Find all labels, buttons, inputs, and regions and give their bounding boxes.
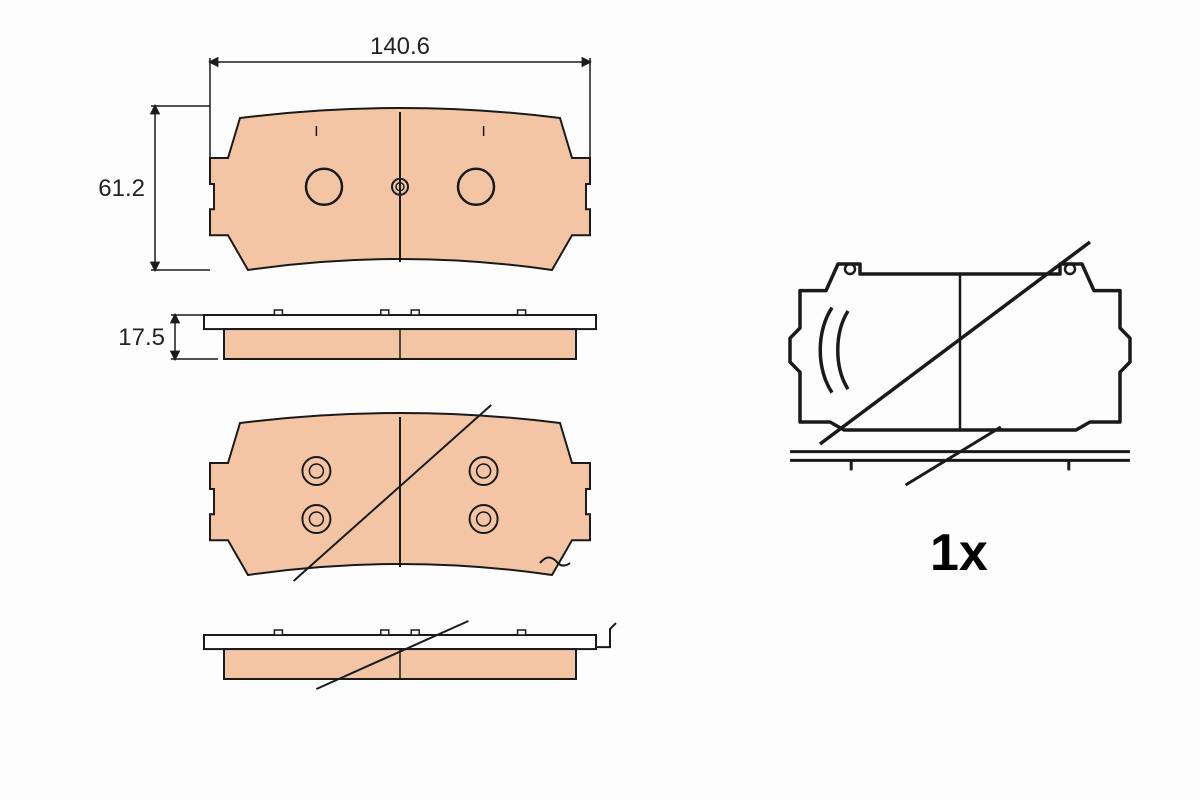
dimension: 17.5 — [118, 315, 175, 359]
dimension: 61.2 — [98, 106, 155, 270]
brake-pad-face — [210, 108, 590, 270]
dimension-label: 17.5 — [118, 324, 165, 351]
accessory-quantity: 1x — [930, 524, 988, 582]
brake-pad-side — [204, 310, 596, 359]
brake-pad-side — [204, 621, 616, 689]
dimension-label: 140.6 — [370, 33, 430, 60]
accessory-side — [790, 427, 1130, 485]
accessory-clip — [790, 242, 1130, 444]
brake-pad-face — [210, 405, 590, 581]
dimension-label: 61.2 — [98, 175, 145, 202]
dimension: 140.6 — [210, 33, 590, 62]
